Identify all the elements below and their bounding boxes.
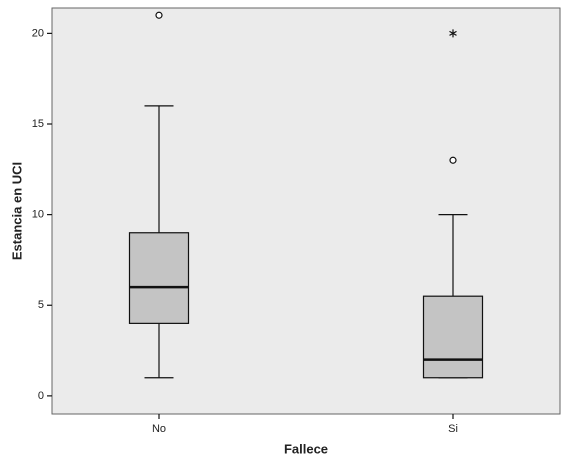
extreme: [449, 29, 457, 38]
y-tick-label: 20: [32, 27, 44, 39]
plot-area: [51, 7, 561, 415]
outlier: [155, 11, 163, 19]
y-tick-label: 5: [38, 299, 44, 311]
y-tick-label: 0: [38, 390, 44, 402]
x-axis-label: Fallece: [284, 441, 328, 456]
x-tick-label: Si: [448, 423, 458, 435]
y-tick-label: 10: [32, 209, 44, 221]
box: [128, 232, 190, 324]
box: [422, 295, 484, 379]
outlier: [449, 156, 457, 164]
y-axis-label: Estancia en UCI: [9, 162, 24, 260]
x-tick-label: No: [152, 423, 166, 435]
y-tick-label: 15: [32, 118, 44, 130]
